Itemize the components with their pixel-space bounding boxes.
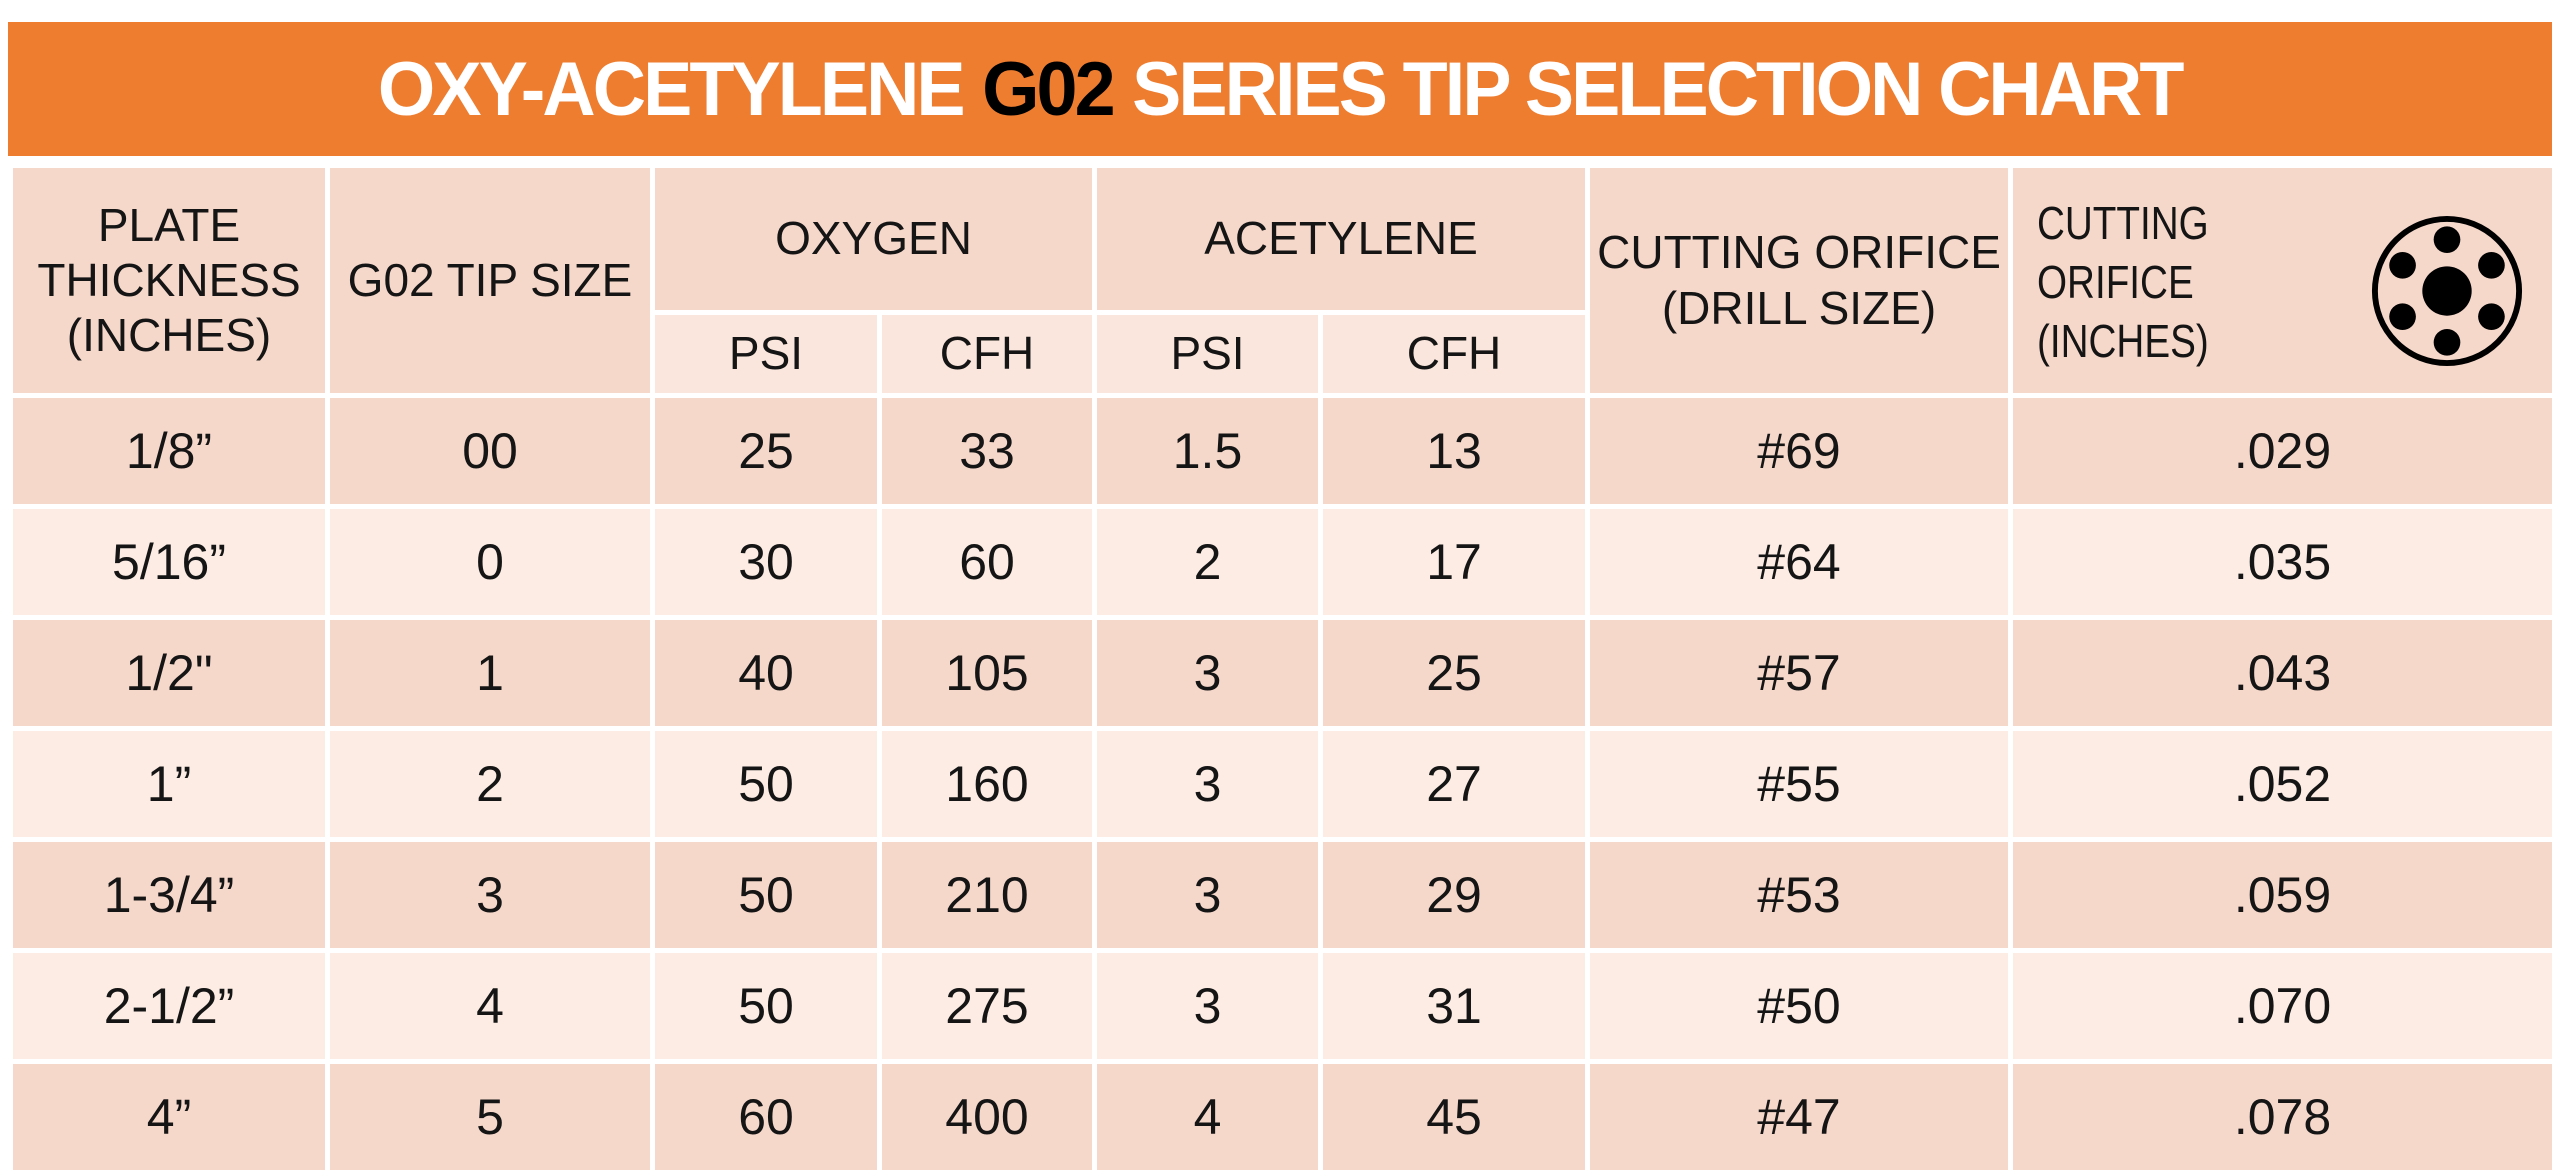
cell-acetylene-cfh: 25 (1318, 615, 1591, 731)
col-header-orifice-inches: CUTTING ORIFICE (INCHES) (2008, 163, 2558, 398)
col-subheader-oxygen-cfh: CFH (876, 310, 1098, 398)
cell-drill-size: #53 (1585, 837, 2014, 953)
cell-oxygen-psi: 40 (650, 615, 882, 731)
cell-tip-size: 3 (325, 837, 655, 953)
cell-acetylene-cfh: 31 (1318, 948, 1591, 1064)
cell-tip-size: 00 (325, 393, 655, 509)
cell-oxygen-cfh: 60 (876, 504, 1098, 620)
table-row: 4” 5 60 400 4 45 #47 .078 (8, 1059, 2558, 1175)
col-header-acetylene: ACETYLENE (1092, 163, 1591, 315)
col-header-drill-size: CUTTING ORIFICE (DRILL SIZE) (1585, 163, 2014, 398)
cell-acetylene-psi: 3 (1092, 615, 1324, 731)
cell-acetylene-psi: 3 (1092, 948, 1324, 1064)
cell-oxygen-cfh: 160 (876, 726, 1098, 842)
cell-plate-thickness: 2-1/2” (8, 948, 330, 1064)
table-row: 1” 2 50 160 3 27 #55 .052 (8, 726, 2558, 842)
cell-oxygen-psi: 25 (650, 393, 882, 509)
table-row: 1/8” 00 25 33 1.5 13 #69 .029 (8, 393, 2558, 509)
cell-oxygen-cfh: 33 (876, 393, 1098, 509)
cell-orifice-inches: .078 (2008, 1059, 2558, 1175)
table-row: 2-1/2” 4 50 275 3 31 #50 .070 (8, 948, 2558, 1064)
title-emphasis: G02 (982, 46, 1116, 132)
cell-plate-thickness: 4” (8, 1059, 330, 1175)
cell-plate-thickness: 1/8” (8, 393, 330, 509)
col-subheader-acetylene-cfh: CFH (1318, 310, 1591, 398)
cell-tip-size: 4 (325, 948, 655, 1064)
cell-orifice-inches: .035 (2008, 504, 2558, 620)
table-row: 5/16” 0 30 60 2 17 #64 .035 (8, 504, 2558, 620)
page-title: OXY-ACETYLENE G02 SERIES TIP SELECTION C… (378, 46, 2185, 133)
cell-plate-thickness: 5/16” (8, 504, 330, 620)
col-header-orifice-inches-label: CUTTING ORIFICE (INCHES) (2037, 197, 2209, 367)
cell-tip-size: 5 (325, 1059, 655, 1175)
cell-acetylene-psi: 2 (1092, 504, 1324, 620)
cell-acetylene-cfh: 13 (1318, 393, 1591, 509)
cell-drill-size: #50 (1585, 948, 2014, 1064)
cell-orifice-inches: .059 (2008, 837, 2558, 953)
tip-selection-table: PLATE THICKNESS (INCHES) G02 TIP SIZE OX… (8, 163, 2558, 1175)
cell-oxygen-psi: 50 (650, 726, 882, 842)
cutting-tip-icon (2371, 215, 2523, 367)
title-prefix: OXY-ACETYLENE (378, 46, 966, 132)
cell-drill-size: #47 (1585, 1059, 2014, 1175)
cell-orifice-inches: .052 (2008, 726, 2558, 842)
cell-oxygen-psi: 60 (650, 1059, 882, 1175)
col-subheader-acetylene-psi: PSI (1092, 310, 1324, 398)
header-row-groups: PLATE THICKNESS (INCHES) G02 TIP SIZE OX… (8, 163, 2558, 398)
col-header-tip-size: G02 TIP SIZE (325, 163, 655, 398)
col-header-oxygen: OXYGEN (649, 163, 1098, 315)
cell-tip-size: 2 (325, 726, 655, 842)
cell-oxygen-psi: 50 (650, 948, 882, 1064)
title-bar: OXY-ACETYLENE G02 SERIES TIP SELECTION C… (8, 22, 2552, 156)
cell-acetylene-cfh: 17 (1318, 504, 1591, 620)
cell-drill-size: #64 (1585, 504, 2014, 620)
cell-acetylene-cfh: 27 (1318, 726, 1591, 842)
col-header-plate-thickness: PLATE THICKNESS (INCHES) (8, 163, 330, 398)
cell-tip-size: 1 (325, 615, 655, 731)
table-row: 1/2" 1 40 105 3 25 #57 .043 (8, 615, 2558, 731)
cell-oxygen-cfh: 400 (876, 1059, 1098, 1175)
title-suffix: SERIES TIP SELECTION CHART (1132, 46, 2184, 132)
cell-acetylene-psi: 1.5 (1092, 393, 1324, 509)
cell-drill-size: #55 (1585, 726, 2014, 842)
cell-drill-size: #69 (1585, 393, 2014, 509)
cell-plate-thickness: 1” (8, 726, 330, 842)
cell-plate-thickness: 1-3/4” (8, 837, 330, 953)
cell-acetylene-psi: 3 (1092, 837, 1324, 953)
cell-oxygen-cfh: 105 (876, 615, 1098, 731)
col-subheader-oxygen-psi: PSI (650, 310, 882, 398)
table-row: 1-3/4” 3 50 210 3 29 #53 .059 (8, 837, 2558, 953)
cell-orifice-inches: .029 (2008, 393, 2558, 509)
cell-oxygen-cfh: 275 (876, 948, 1098, 1064)
cell-plate-thickness: 1/2" (8, 615, 330, 731)
cell-orifice-inches: .070 (2008, 948, 2558, 1064)
cell-tip-size: 0 (325, 504, 655, 620)
cell-orifice-inches: .043 (2008, 615, 2558, 731)
cell-oxygen-psi: 30 (650, 504, 882, 620)
cell-oxygen-cfh: 210 (876, 837, 1098, 953)
cell-acetylene-psi: 4 (1092, 1059, 1324, 1175)
cell-acetylene-psi: 3 (1092, 726, 1324, 842)
cell-acetylene-cfh: 45 (1318, 1059, 1591, 1175)
cell-drill-size: #57 (1585, 615, 2014, 731)
cell-oxygen-psi: 50 (650, 837, 882, 953)
header-row-units: PSI CFH PSI CFH (11, 310, 2555, 398)
cell-acetylene-cfh: 29 (1318, 837, 1591, 953)
